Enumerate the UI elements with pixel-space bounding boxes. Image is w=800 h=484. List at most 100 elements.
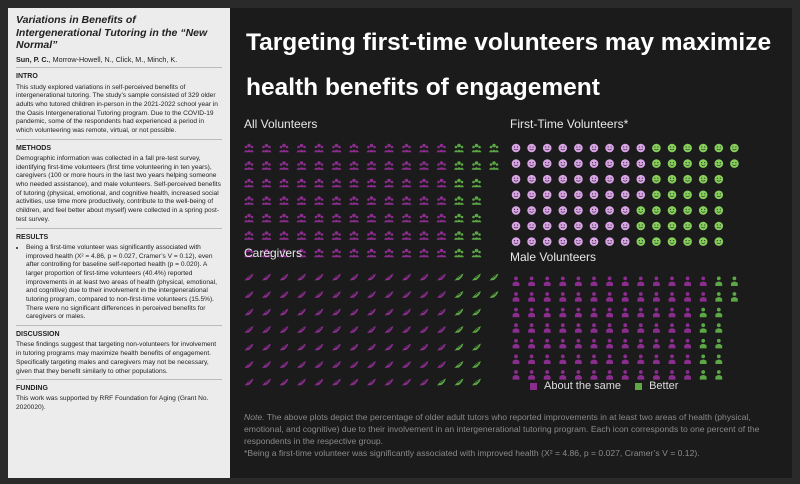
same-group-icon [279,213,289,223]
same-handshake-icon [332,273,341,281]
same-handshake-icon [349,378,359,386]
same-smiley-icon [511,237,521,246]
divider [16,227,222,229]
same-person-icon [575,292,582,302]
same-person-icon [637,276,645,286]
better-person-icon [731,292,738,302]
same-smiley-icon [589,174,599,184]
same-handshake-icon [402,361,411,368]
same-group-icon [401,248,412,258]
same-handshake-icon [384,308,394,316]
same-handshake-icon [437,273,446,281]
better-smiley-icon [683,206,692,215]
same-person-icon [559,292,567,302]
better-handshake-icon [472,326,481,333]
same-group-icon [436,248,447,258]
better-smiley-icon [683,221,692,231]
same-person-icon [590,292,598,302]
same-smiley-icon [542,143,552,153]
lead-author: Sun, P. C. [16,54,49,64]
better-smiley-icon [714,174,724,184]
same-group-icon [296,178,307,188]
same-handshake-icon [402,308,411,316]
same-group-icon [436,196,447,205]
same-handshake-icon [367,291,376,298]
same-handshake-icon [332,326,341,333]
same-smiley-icon [511,174,521,184]
same-person-icon [621,276,629,286]
better-smiley-icon [683,159,692,168]
better-person-icon [715,323,723,333]
same-person-icon [653,307,660,318]
same-smiley-icon [511,143,521,153]
legend-label-same: About the same [544,380,622,392]
same-group-icon [366,213,377,223]
better-person-icon [715,370,723,380]
same-person-icon [559,354,567,364]
same-smiley-icon [558,221,568,231]
same-smiley-icon [542,237,552,246]
same-handshake-icon [279,361,289,368]
better-smiley-icon [652,143,661,153]
better-person-icon [699,354,707,364]
same-handshake-icon [297,273,306,281]
same-handshake-icon [384,343,394,351]
divider [16,138,222,140]
same-smiley-icon [558,174,568,184]
same-handshake-icon [349,343,359,351]
same-person-icon [699,276,707,286]
same-smiley-icon [574,143,583,153]
better-handshake-icon [472,291,481,298]
same-person-icon [528,370,535,380]
same-group-icon [296,248,307,258]
same-person-icon [575,307,582,318]
same-group-icon [314,178,324,188]
same-person-icon [653,323,660,333]
same-smiley-icon [558,237,568,246]
same-person-icon [590,338,598,349]
panel-title-first-time-volunteers: First-Time Volunteers* [510,117,629,131]
same-group-icon [401,231,412,240]
icon-grid-first-time-volunteers [511,141,745,255]
same-handshake-icon [332,361,341,368]
same-smiley-icon [527,159,536,168]
legend-swatch-better [635,382,643,390]
same-group-icon [296,231,307,240]
better-person-icon [699,370,707,380]
better-group-icon [471,231,482,240]
same-person-icon [621,307,629,318]
same-handshake-icon [262,273,271,281]
panel-title-male-volunteers: Male Volunteers [510,250,597,264]
same-group-icon [366,196,377,205]
same-smiley-icon [542,221,552,231]
same-group-icon [314,213,324,223]
same-person-icon [621,354,629,364]
same-group-icon [384,231,394,240]
same-smiley-icon [605,206,614,215]
better-person-icon [715,338,723,349]
same-group-icon [366,178,377,188]
better-smiley-icon [683,190,692,200]
better-person-icon [731,276,738,286]
same-person-icon [512,276,520,286]
same-person-icon [637,307,645,318]
same-group-icon [244,143,254,153]
better-smiley-icon [652,206,661,215]
same-handshake-icon [244,326,254,333]
same-person-icon [590,307,598,318]
same-person-icon [512,323,520,333]
same-handshake-icon [402,343,411,351]
same-group-icon [244,196,254,205]
same-handshake-icon [297,378,306,386]
same-smiley-icon [589,237,599,246]
same-person-icon [559,307,567,318]
better-handshake-icon [472,361,481,368]
same-smiley-icon [574,237,583,246]
better-smiley-icon [652,159,661,168]
same-person-icon [528,338,535,349]
author-list: Sun, P. C., Morrow-Howell, N., Click, M.… [16,55,222,65]
better-handshake-icon [472,308,481,316]
better-smiley-icon [636,206,646,215]
same-person-icon [684,323,691,333]
better-group-icon [489,143,499,153]
